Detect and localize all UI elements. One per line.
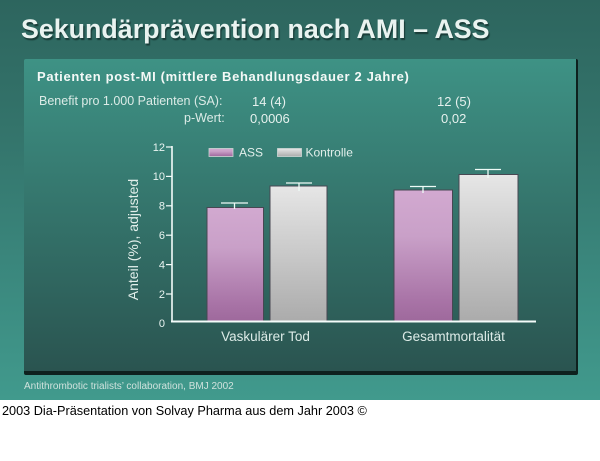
svg-text:2: 2 [159, 289, 165, 301]
svg-text:Kontrolle: Kontrolle [306, 146, 354, 160]
svg-text:Gesamtmortalität: Gesamtmortalität [402, 329, 505, 344]
svg-text:Anteil (%), adjusted: Anteil (%), adjusted [125, 179, 141, 300]
svg-text:10: 10 [153, 171, 165, 183]
svg-text:4: 4 [159, 259, 165, 271]
svg-text:12: 12 [153, 142, 165, 154]
svg-text:0: 0 [159, 318, 165, 330]
svg-text:6: 6 [159, 230, 165, 242]
svg-text:Vaskulärer Tod: Vaskulärer Tod [221, 329, 310, 344]
svg-text:ASS: ASS [239, 146, 263, 160]
svg-text:8: 8 [159, 201, 165, 213]
